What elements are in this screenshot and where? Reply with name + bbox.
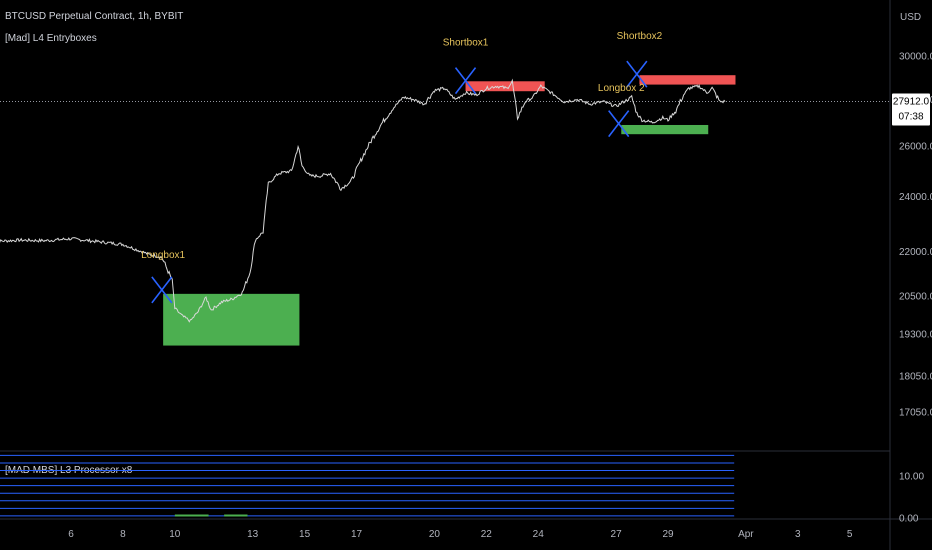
price-line [0,78,726,323]
chart-title: BTCUSD Perpetual Contract, 1h, BYBIT [5,11,184,22]
sub-y-tick-label: 0.00 [899,514,919,525]
sub-y-tick-label: 10.00 [899,472,924,483]
x-tick-label: 27 [611,529,623,540]
entry-cross-marker [608,110,630,138]
price-axis-unit: USD [900,12,921,23]
x-tick-label: 3 [795,529,801,540]
long-entry-box [163,293,300,346]
x-tick-label: 6 [68,529,74,540]
x-tick-label: Apr [738,529,754,540]
y-tick-label: 20500.0 [899,292,932,303]
y-tick-label: 18050.0 [899,372,932,383]
indicator-name[interactable]: [Mad] L4 Entryboxes [5,33,97,44]
x-tick-label: 17 [351,529,363,540]
short-entry-box [639,75,736,85]
box-label: Longbox1 [141,250,185,261]
x-tick-label: 5 [847,529,853,540]
x-tick-label: 15 [299,529,311,540]
y-tick-label: 19300.0 [899,330,932,341]
box-label: Longbox 2 [598,83,645,94]
current-price-tag: 27912.0 07:38 [892,93,930,126]
box-label: Shortbox2 [617,31,663,42]
current-price-value: 27912.0 [893,96,930,107]
y-tick-label: 24000.0 [899,192,932,203]
entry-cross-marker [151,276,173,304]
bar-countdown: 07:38 [898,111,923,122]
y-tick-label: 17050.0 [899,408,932,419]
y-tick-label: 22000.0 [899,247,932,258]
entry-cross-marker [626,60,648,88]
x-tick-label: 24 [533,529,545,540]
x-tick-label: 29 [662,529,674,540]
x-tick-label: 20 [429,529,441,540]
x-tick-label: 10 [169,529,181,540]
x-tick-label: 13 [247,529,259,540]
y-tick-label: 30000.0 [899,52,932,63]
x-tick-label: 8 [120,529,126,540]
box-label: Shortbox1 [443,37,489,48]
y-tick-label: 26000.0 [899,142,932,153]
x-tick-label: 22 [481,529,493,540]
long-entry-box [621,124,709,135]
entry-cross-marker [454,67,477,95]
